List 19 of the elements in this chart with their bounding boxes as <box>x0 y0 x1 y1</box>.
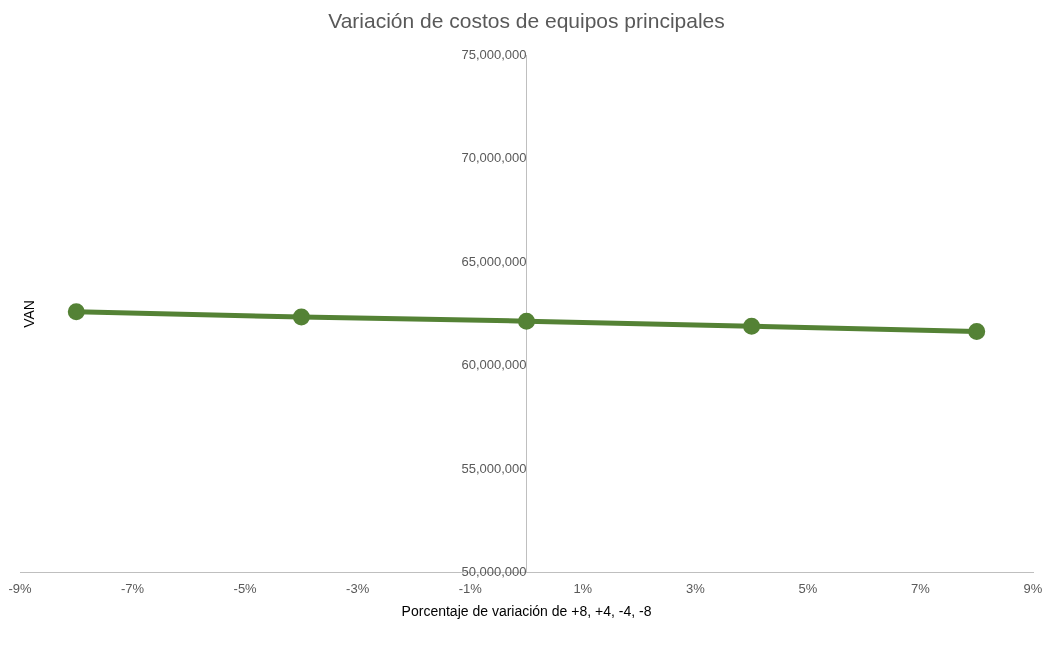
y-tick-label: 70,000,000 <box>461 150 527 166</box>
x-tick-label: 3% <box>685 580 706 596</box>
y-tick-label: 60,000,000 <box>461 357 527 373</box>
y-tick-label: 75,000,000 <box>461 46 527 62</box>
x-tick-label: 7% <box>911 580 931 596</box>
x-axis-title: Porcentaje de variación de +8, +4, -4, -8 <box>401 603 652 620</box>
x-tick-label: 9% <box>1023 580 1043 596</box>
x-tick-label: -5% <box>233 580 258 596</box>
x-tick-label: 1% <box>573 580 593 596</box>
x-tick-label: 5% <box>798 580 818 596</box>
y-tick-label: 65,000,000 <box>461 253 527 269</box>
x-tick-label: -9% <box>8 580 32 596</box>
x-tick-label: -3% <box>346 580 370 596</box>
y-axis-title: VAN <box>20 300 37 328</box>
x-tick-label: -7% <box>120 580 145 596</box>
x-tick-label: -1% <box>458 580 483 596</box>
chart-title: Variación de costos de equipos principales <box>328 9 725 33</box>
y-tick-label: 50,000,000 <box>461 564 527 580</box>
y-tick-label: 55,000,000 <box>461 460 527 476</box>
